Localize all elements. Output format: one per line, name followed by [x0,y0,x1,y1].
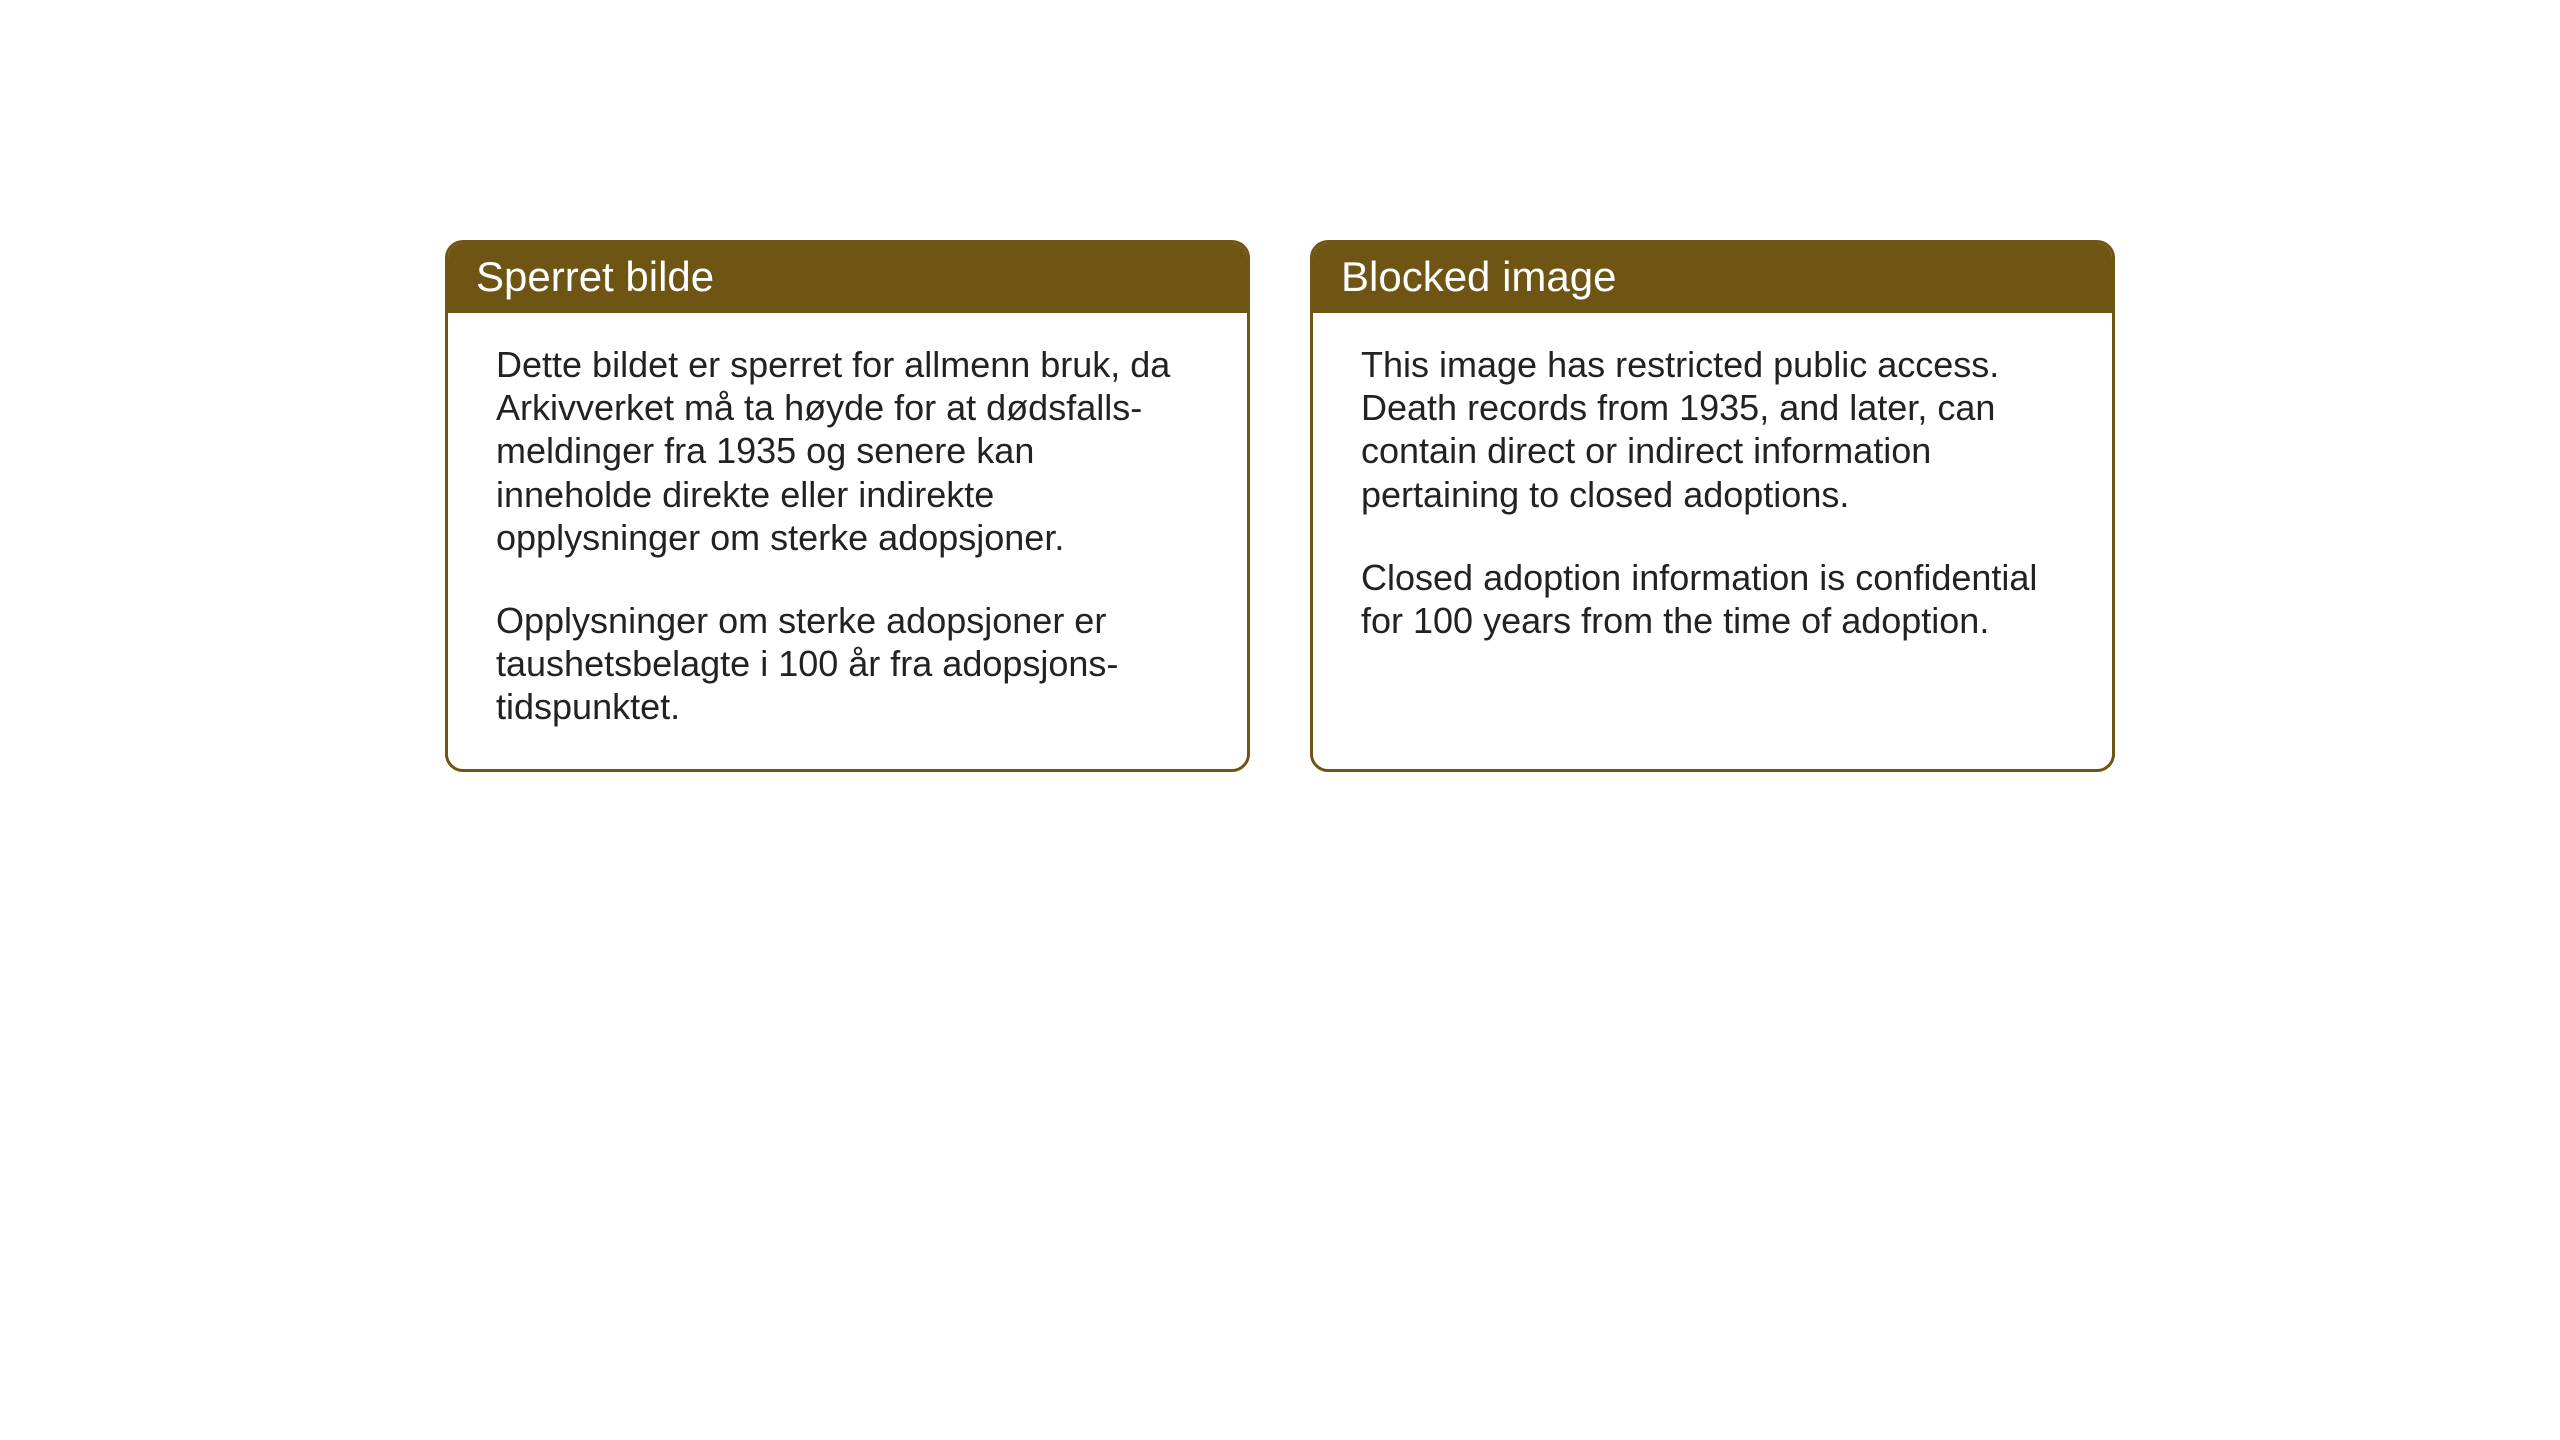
notice-container: Sperret bilde Dette bildet er sperret fo… [445,240,2115,772]
card-header-english: Blocked image [1313,243,2112,313]
card-body-norwegian: Dette bildet er sperret for allmenn bruk… [448,313,1247,769]
card-body-english: This image has restricted public access.… [1313,313,2112,758]
notice-paragraph-1-english: This image has restricted public access.… [1361,343,2064,516]
card-header-norwegian: Sperret bilde [448,243,1247,313]
notice-card-english: Blocked image This image has restricted … [1310,240,2115,772]
notice-card-norwegian: Sperret bilde Dette bildet er sperret fo… [445,240,1250,772]
notice-paragraph-1-norwegian: Dette bildet er sperret for allmenn bruk… [496,343,1199,559]
notice-paragraph-2-english: Closed adoption information is confident… [1361,556,2064,642]
notice-paragraph-2-norwegian: Opplysninger om sterke adopsjoner er tau… [496,599,1199,729]
